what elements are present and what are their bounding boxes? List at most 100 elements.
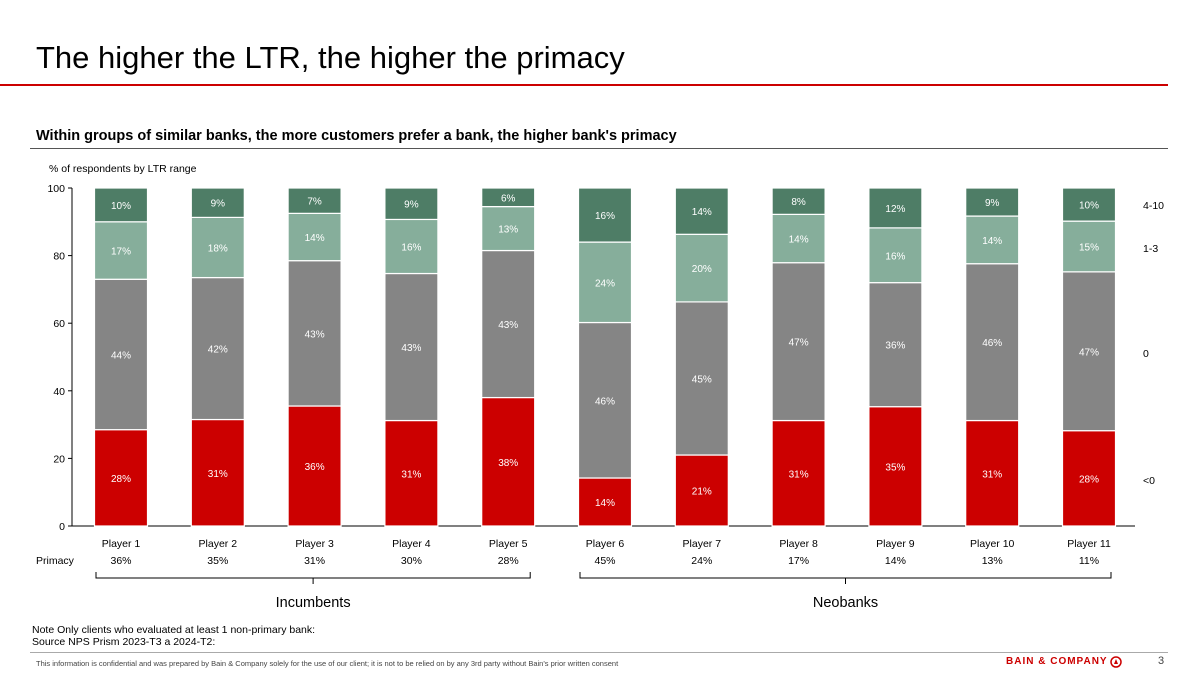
data-label: 24% — [595, 278, 615, 289]
data-label: 42% — [208, 345, 228, 356]
data-label: 47% — [789, 338, 809, 349]
data-label: 47% — [1079, 347, 1099, 358]
y-tick-label: 40 — [53, 386, 65, 398]
bar-segment — [868, 406, 923, 527]
bar-segment — [771, 262, 826, 422]
subtitle-divider — [30, 148, 1168, 149]
bar-segment — [287, 187, 342, 214]
primacy-value: 45% — [594, 555, 615, 567]
data-label: 31% — [401, 469, 421, 480]
bar-segment — [674, 233, 729, 303]
bar-segment — [674, 187, 729, 235]
primacy-value: 17% — [788, 555, 809, 567]
data-label: 14% — [982, 236, 1002, 247]
data-label: 10% — [1079, 201, 1099, 212]
bar-segment — [384, 272, 439, 422]
bar-segment — [287, 212, 342, 262]
y-tick-label: 80 — [53, 251, 65, 263]
group-label: Incumbents — [276, 595, 351, 611]
data-label: 13% — [498, 225, 518, 236]
x-tick-label: Player 5 — [489, 538, 528, 550]
bar-segment — [771, 213, 826, 264]
data-label: 36% — [305, 462, 325, 473]
legend-entry: 1-3 — [1143, 243, 1158, 255]
footer-divider — [30, 652, 1168, 653]
bar-segment — [1061, 271, 1117, 432]
bar-segment — [384, 218, 439, 275]
data-label: 16% — [401, 242, 421, 253]
source-line: Source NPS Prism 2023-T3 a 2024-T2: — [32, 636, 216, 648]
bar-segment — [93, 429, 149, 527]
data-label: 44% — [111, 350, 131, 361]
bar-segment — [577, 477, 633, 527]
data-label: 7% — [307, 197, 322, 208]
bar-segment — [93, 221, 149, 280]
data-label: 20% — [692, 264, 712, 275]
confidentiality-notice: This information is confidential and was… — [36, 659, 619, 668]
bar-segment — [190, 187, 245, 219]
bar-segment — [481, 396, 536, 527]
data-label: 45% — [692, 374, 712, 385]
bar-segment — [965, 263, 1020, 422]
data-label: 28% — [1079, 474, 1099, 485]
data-label: 8% — [791, 197, 806, 208]
bar-segment — [384, 419, 439, 527]
data-label: 38% — [498, 458, 518, 469]
bar-segment — [965, 419, 1020, 527]
data-label: 43% — [305, 329, 325, 340]
data-label: 36% — [885, 341, 905, 352]
x-tick-label: Player 9 — [876, 538, 915, 550]
data-label: 43% — [401, 343, 421, 354]
group-label: Neobanks — [813, 595, 878, 611]
bar-segment — [674, 454, 729, 527]
primacy-value: 35% — [207, 555, 228, 567]
data-label: 9% — [985, 198, 1000, 209]
data-label: 10% — [111, 201, 131, 212]
y-tick-label: 20 — [53, 453, 65, 465]
note-line: Note Only clients who evaluated at least… — [32, 624, 316, 636]
stacked-bar-chart: % of respondents by LTR range 0 20 40 60 80 10… — [36, 163, 1164, 611]
bar-segment — [965, 215, 1020, 265]
y-tick-label: 60 — [53, 318, 65, 330]
slide-subtitle: Within groups of similar banks, the more… — [36, 128, 677, 144]
x-tick-label: Player 7 — [683, 538, 722, 550]
data-label: 6% — [501, 193, 516, 204]
data-label: 16% — [595, 211, 615, 222]
legend-entry: 0 — [1143, 348, 1149, 360]
bar-segment — [287, 405, 342, 527]
title-divider — [0, 84, 1168, 86]
data-label: 16% — [885, 251, 905, 262]
bar-segment — [577, 241, 633, 324]
x-tick-label: Player 1 — [102, 538, 141, 550]
bar-segment — [93, 278, 149, 431]
primacy-value: 13% — [982, 555, 1003, 567]
data-label: 14% — [692, 207, 712, 218]
bar-segment — [481, 205, 536, 252]
data-label: 15% — [1079, 242, 1099, 253]
primacy-value: 11% — [1079, 555, 1099, 567]
legend-entry: 4-10 — [1143, 200, 1164, 212]
page-number: 3 — [1158, 655, 1165, 667]
legend-entry: <0 — [1143, 475, 1155, 487]
data-label: 17% — [111, 247, 131, 258]
primacy-value: 24% — [691, 555, 712, 567]
primacy-value: 14% — [885, 555, 906, 567]
x-tick-label: Player 4 — [392, 538, 431, 550]
data-label: 12% — [885, 204, 905, 215]
bar-segment — [771, 187, 826, 215]
data-label: 28% — [111, 474, 131, 485]
bar-segment — [868, 187, 923, 229]
x-tick-label: Player 11 — [1067, 538, 1111, 550]
bain-logo-icon — [1110, 656, 1122, 668]
bar-segment — [384, 187, 439, 221]
data-label: 14% — [595, 498, 615, 509]
data-label: 14% — [789, 235, 809, 246]
bar-segment — [190, 216, 245, 279]
data-label: 31% — [982, 469, 1002, 480]
y-tick-label: 0 — [59, 521, 65, 533]
bar-segment — [1061, 220, 1117, 273]
data-label: 31% — [789, 469, 809, 480]
y-tick-label: 100 — [47, 183, 65, 195]
x-tick-label: Player 6 — [586, 538, 625, 550]
brand-name: BAIN & COMPANY — [1006, 656, 1108, 667]
